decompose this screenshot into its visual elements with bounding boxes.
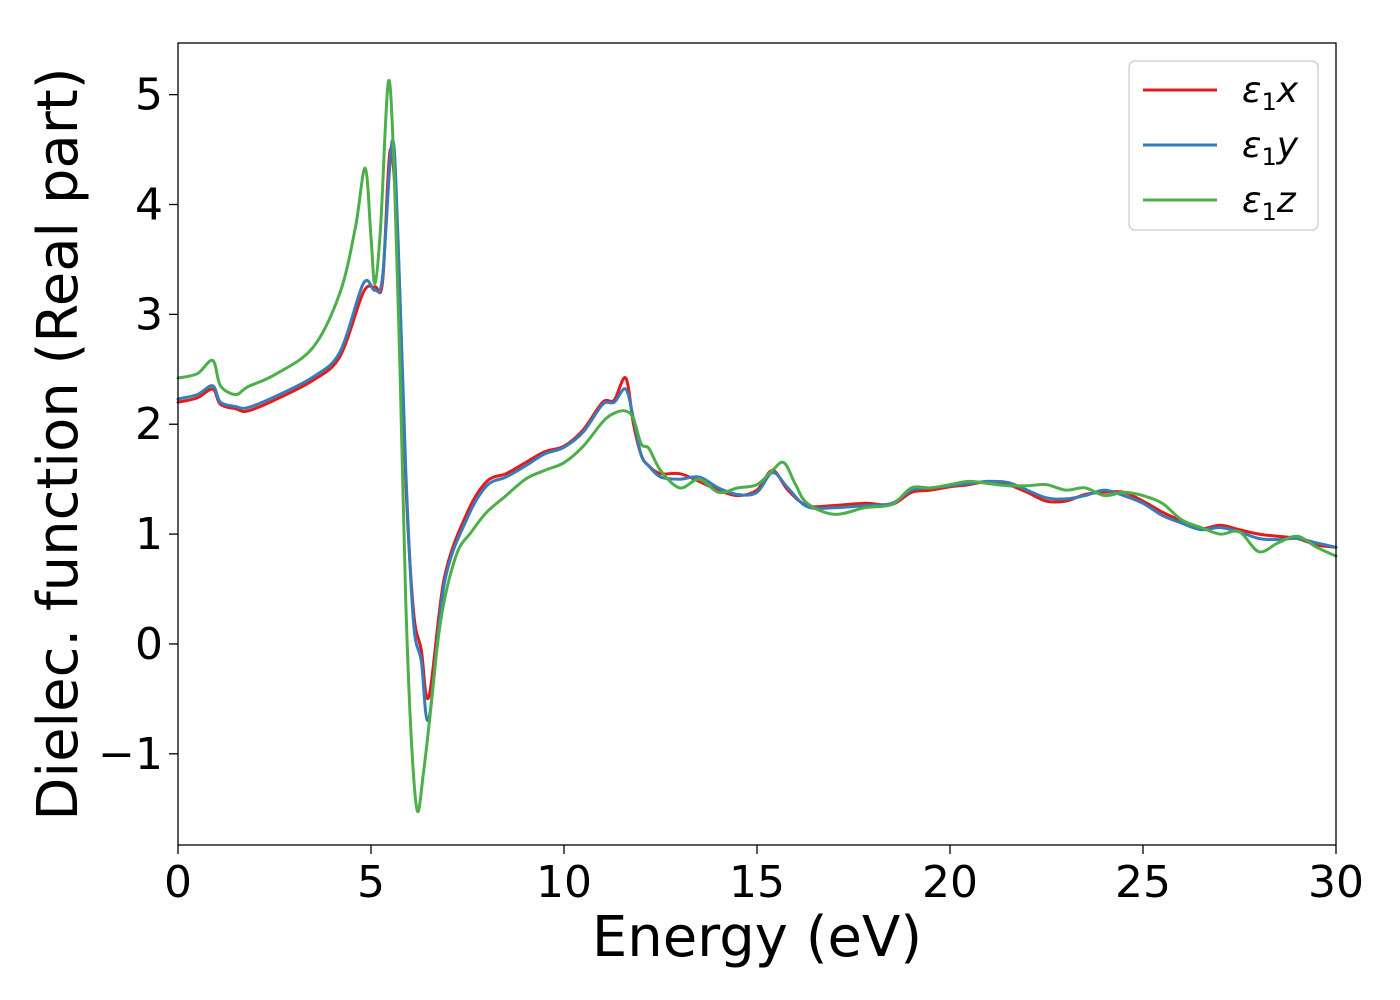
y-tick-label: 2 bbox=[135, 399, 163, 450]
legend-frame bbox=[1128, 60, 1319, 231]
x-axis-ticks: 0 5 10 15 20 25 30 bbox=[164, 845, 1364, 908]
series-line-z bbox=[176, 78, 1338, 814]
x-tick-label: 0 bbox=[164, 857, 192, 908]
legend-label-y: ε1y bbox=[1242, 125, 1299, 171]
y-tick-label: 1 bbox=[135, 509, 163, 560]
legend-label-z: ε1z bbox=[1242, 180, 1297, 226]
series-line-x bbox=[176, 147, 1338, 701]
y-axis-ticks: −1 0 1 2 3 4 5 bbox=[98, 70, 178, 780]
x-tick-label: 10 bbox=[536, 857, 592, 908]
x-axis-label: Energy (eV) bbox=[592, 905, 922, 970]
legend: ε1x ε1y ε1z bbox=[1128, 60, 1319, 231]
x-tick-label: 20 bbox=[922, 857, 978, 908]
legend-entries: ε1x ε1y ε1z bbox=[1143, 70, 1299, 226]
series-line-y bbox=[176, 138, 1338, 723]
legend-label-x: ε1x bbox=[1242, 70, 1299, 116]
y-tick-label: 3 bbox=[135, 289, 163, 340]
y-tick-label: −1 bbox=[98, 729, 163, 780]
series-layer bbox=[176, 78, 1338, 814]
y-tick-label: 4 bbox=[135, 179, 163, 230]
y-tick-label: 5 bbox=[135, 70, 163, 121]
x-tick-label: 5 bbox=[357, 857, 385, 908]
y-axis-label: Dielec. function (Real part) bbox=[26, 67, 91, 820]
x-tick-label: 30 bbox=[1308, 857, 1364, 908]
x-tick-label: 25 bbox=[1115, 857, 1171, 908]
x-tick-label: 15 bbox=[729, 857, 785, 908]
y-tick-label: 0 bbox=[135, 619, 163, 670]
